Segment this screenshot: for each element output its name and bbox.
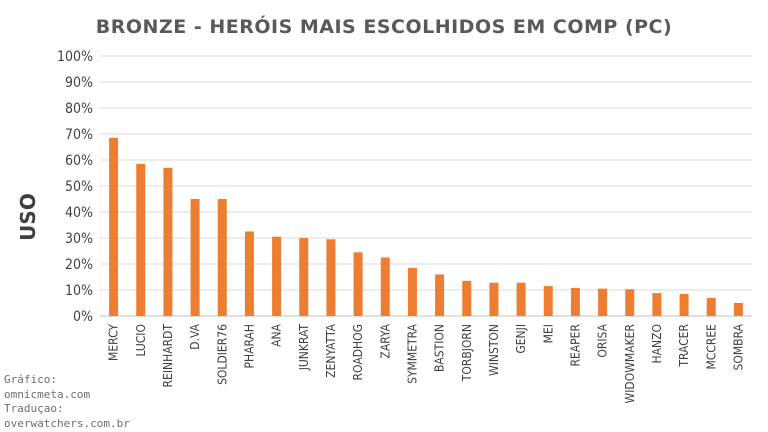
bar-mccree [706, 297, 716, 316]
y-tick-label: 30% [65, 231, 93, 247]
bar-zenyatta [326, 239, 336, 316]
credits-chart-source: omnicmeta.com [4, 387, 91, 401]
bar-orisa [598, 288, 608, 316]
bar-lucio [136, 163, 146, 316]
bar-reaper [570, 287, 580, 316]
bars [109, 137, 743, 316]
bar-junkrat [299, 238, 309, 316]
y-tick-label: 60% [65, 153, 93, 169]
bar-mei [543, 286, 553, 316]
bar-zarya [380, 257, 390, 316]
credits-chart-label: Gráfico: [4, 373, 57, 386]
bar-mercy [109, 137, 119, 316]
x-tick-label: TORBJORN [460, 324, 474, 382]
y-tick-label: 70% [65, 127, 93, 143]
bar-symmetra [407, 267, 417, 316]
bar-reinhardt [163, 167, 173, 316]
gridlines [100, 55, 752, 317]
bar-tracer [679, 293, 689, 316]
bar-bastion [435, 274, 445, 316]
bar-ana [272, 236, 282, 316]
y-tick-label: 20% [65, 257, 93, 273]
bar-torbjorn [462, 280, 472, 316]
x-tick-label: SOMBRA [731, 323, 745, 370]
y-tick-label: 80% [65, 101, 93, 117]
credits-translation-label: Traduçao: [4, 402, 64, 415]
x-tick-label: MERCY [107, 324, 121, 361]
y-tick-label: 90% [65, 75, 93, 91]
x-tick-label: LUCIO [134, 324, 148, 357]
x-tick-label: GENJI [514, 324, 528, 354]
bar-hanzo [652, 293, 662, 316]
x-tick-label: MEI [541, 324, 555, 343]
x-tick-label: ORISA [596, 323, 610, 357]
x-tick-label: SOLDIER76 [215, 324, 229, 385]
y-axis-label: USO [16, 193, 40, 241]
x-tick-label: HANZO [650, 324, 664, 363]
x-tick-label: JUNKRAT [297, 324, 311, 372]
bar-soldier76 [217, 199, 227, 316]
chart-title: BRONZE - HERÓIS MAIS ESCOLHIDOS EM COMP … [96, 14, 672, 38]
x-tick-label: WIDOWMAKER [623, 324, 637, 404]
x-tick-label: D.VA [188, 323, 202, 349]
x-tick-label: PHARAH [242, 324, 256, 369]
bar-roadhog [353, 252, 363, 316]
x-tick-label: MCCREE [704, 324, 718, 370]
x-tick-label: TRACER [677, 324, 691, 368]
bar-sombra [733, 303, 743, 316]
y-tick-label: 0% [73, 309, 93, 325]
bar-winston [489, 282, 499, 316]
x-tick-label: BASTION [433, 324, 447, 372]
x-tick-label: WINSTON [487, 324, 501, 376]
x-tick-label: ANA [270, 323, 284, 346]
x-tick-label: SYMMETRA [405, 323, 419, 384]
x-tick-label: REINHARDT [161, 324, 175, 388]
y-tick-labels: 0% 10% 20% 30% 40% 50% 60% 70% 80% 90% 100% [57, 49, 93, 325]
y-tick-label: 10% [65, 283, 93, 299]
y-tick-label: 40% [65, 205, 93, 221]
credits: Gráfico: omnicmeta.com Traduçao: overwat… [4, 373, 130, 431]
x-tick-labels: MERCY LUCIO REINHARDT D.VA SOLDIER76 PHARAH AN… [107, 323, 746, 403]
bar-genji [516, 282, 526, 316]
y-tick-label: 50% [65, 179, 93, 195]
bar-pharah [244, 231, 254, 316]
bar-d-va [190, 199, 200, 316]
credits-translation-source: overwatchers.com.br [4, 416, 130, 430]
x-tick-label: ROADHOG [351, 324, 365, 380]
y-tick-label: 100% [57, 49, 93, 65]
x-tick-label: ZARYA [378, 323, 392, 358]
x-tick-label: ZENYATTA [324, 323, 338, 377]
bar-widowmaker [625, 289, 635, 316]
x-tick-label: REAPER [568, 324, 582, 367]
